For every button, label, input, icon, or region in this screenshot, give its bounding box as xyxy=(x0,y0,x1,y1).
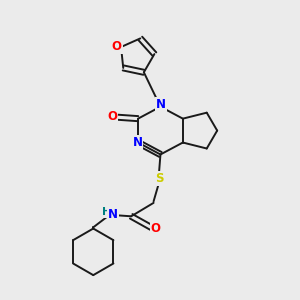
Text: S: S xyxy=(155,172,163,185)
Text: N: N xyxy=(156,98,166,111)
Text: N: N xyxy=(108,208,118,221)
Text: O: O xyxy=(151,222,161,235)
Text: O: O xyxy=(107,110,117,123)
Text: N: N xyxy=(133,136,142,149)
Text: H: H xyxy=(102,207,111,218)
Text: O: O xyxy=(112,40,122,53)
